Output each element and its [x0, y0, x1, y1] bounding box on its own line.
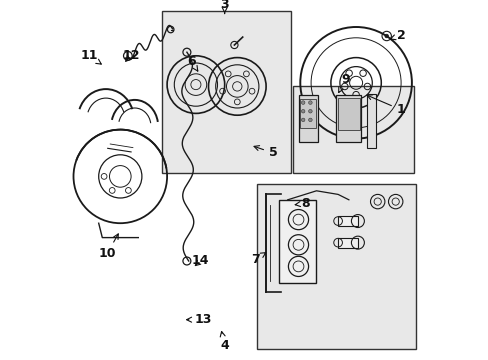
Bar	[257, 184, 415, 349]
Text: 11: 11	[80, 49, 101, 64]
Bar	[337, 98, 359, 130]
Bar	[298, 95, 318, 142]
Bar	[292, 86, 413, 173]
Bar	[336, 95, 361, 142]
Text: 4: 4	[220, 332, 228, 352]
Bar	[366, 94, 375, 148]
Text: 12: 12	[122, 49, 140, 62]
Bar	[337, 216, 357, 226]
Text: 6: 6	[186, 55, 197, 71]
Text: 2: 2	[390, 29, 405, 42]
Text: 9: 9	[338, 73, 349, 93]
Circle shape	[308, 101, 311, 104]
Circle shape	[301, 109, 305, 113]
Circle shape	[301, 118, 305, 122]
Text: 13: 13	[186, 313, 211, 326]
Circle shape	[384, 34, 387, 38]
Text: 10: 10	[98, 234, 118, 260]
Bar	[300, 99, 316, 128]
Circle shape	[301, 101, 305, 104]
Circle shape	[308, 118, 311, 122]
Text: 14: 14	[191, 255, 209, 267]
Bar	[337, 238, 357, 248]
Bar	[278, 200, 316, 283]
Text: 8: 8	[295, 197, 309, 210]
Text: 1: 1	[366, 95, 405, 116]
Circle shape	[308, 109, 311, 113]
Text: 7: 7	[250, 253, 265, 266]
Bar	[162, 11, 291, 173]
Text: 3: 3	[220, 0, 228, 14]
Text: 5: 5	[254, 146, 277, 159]
